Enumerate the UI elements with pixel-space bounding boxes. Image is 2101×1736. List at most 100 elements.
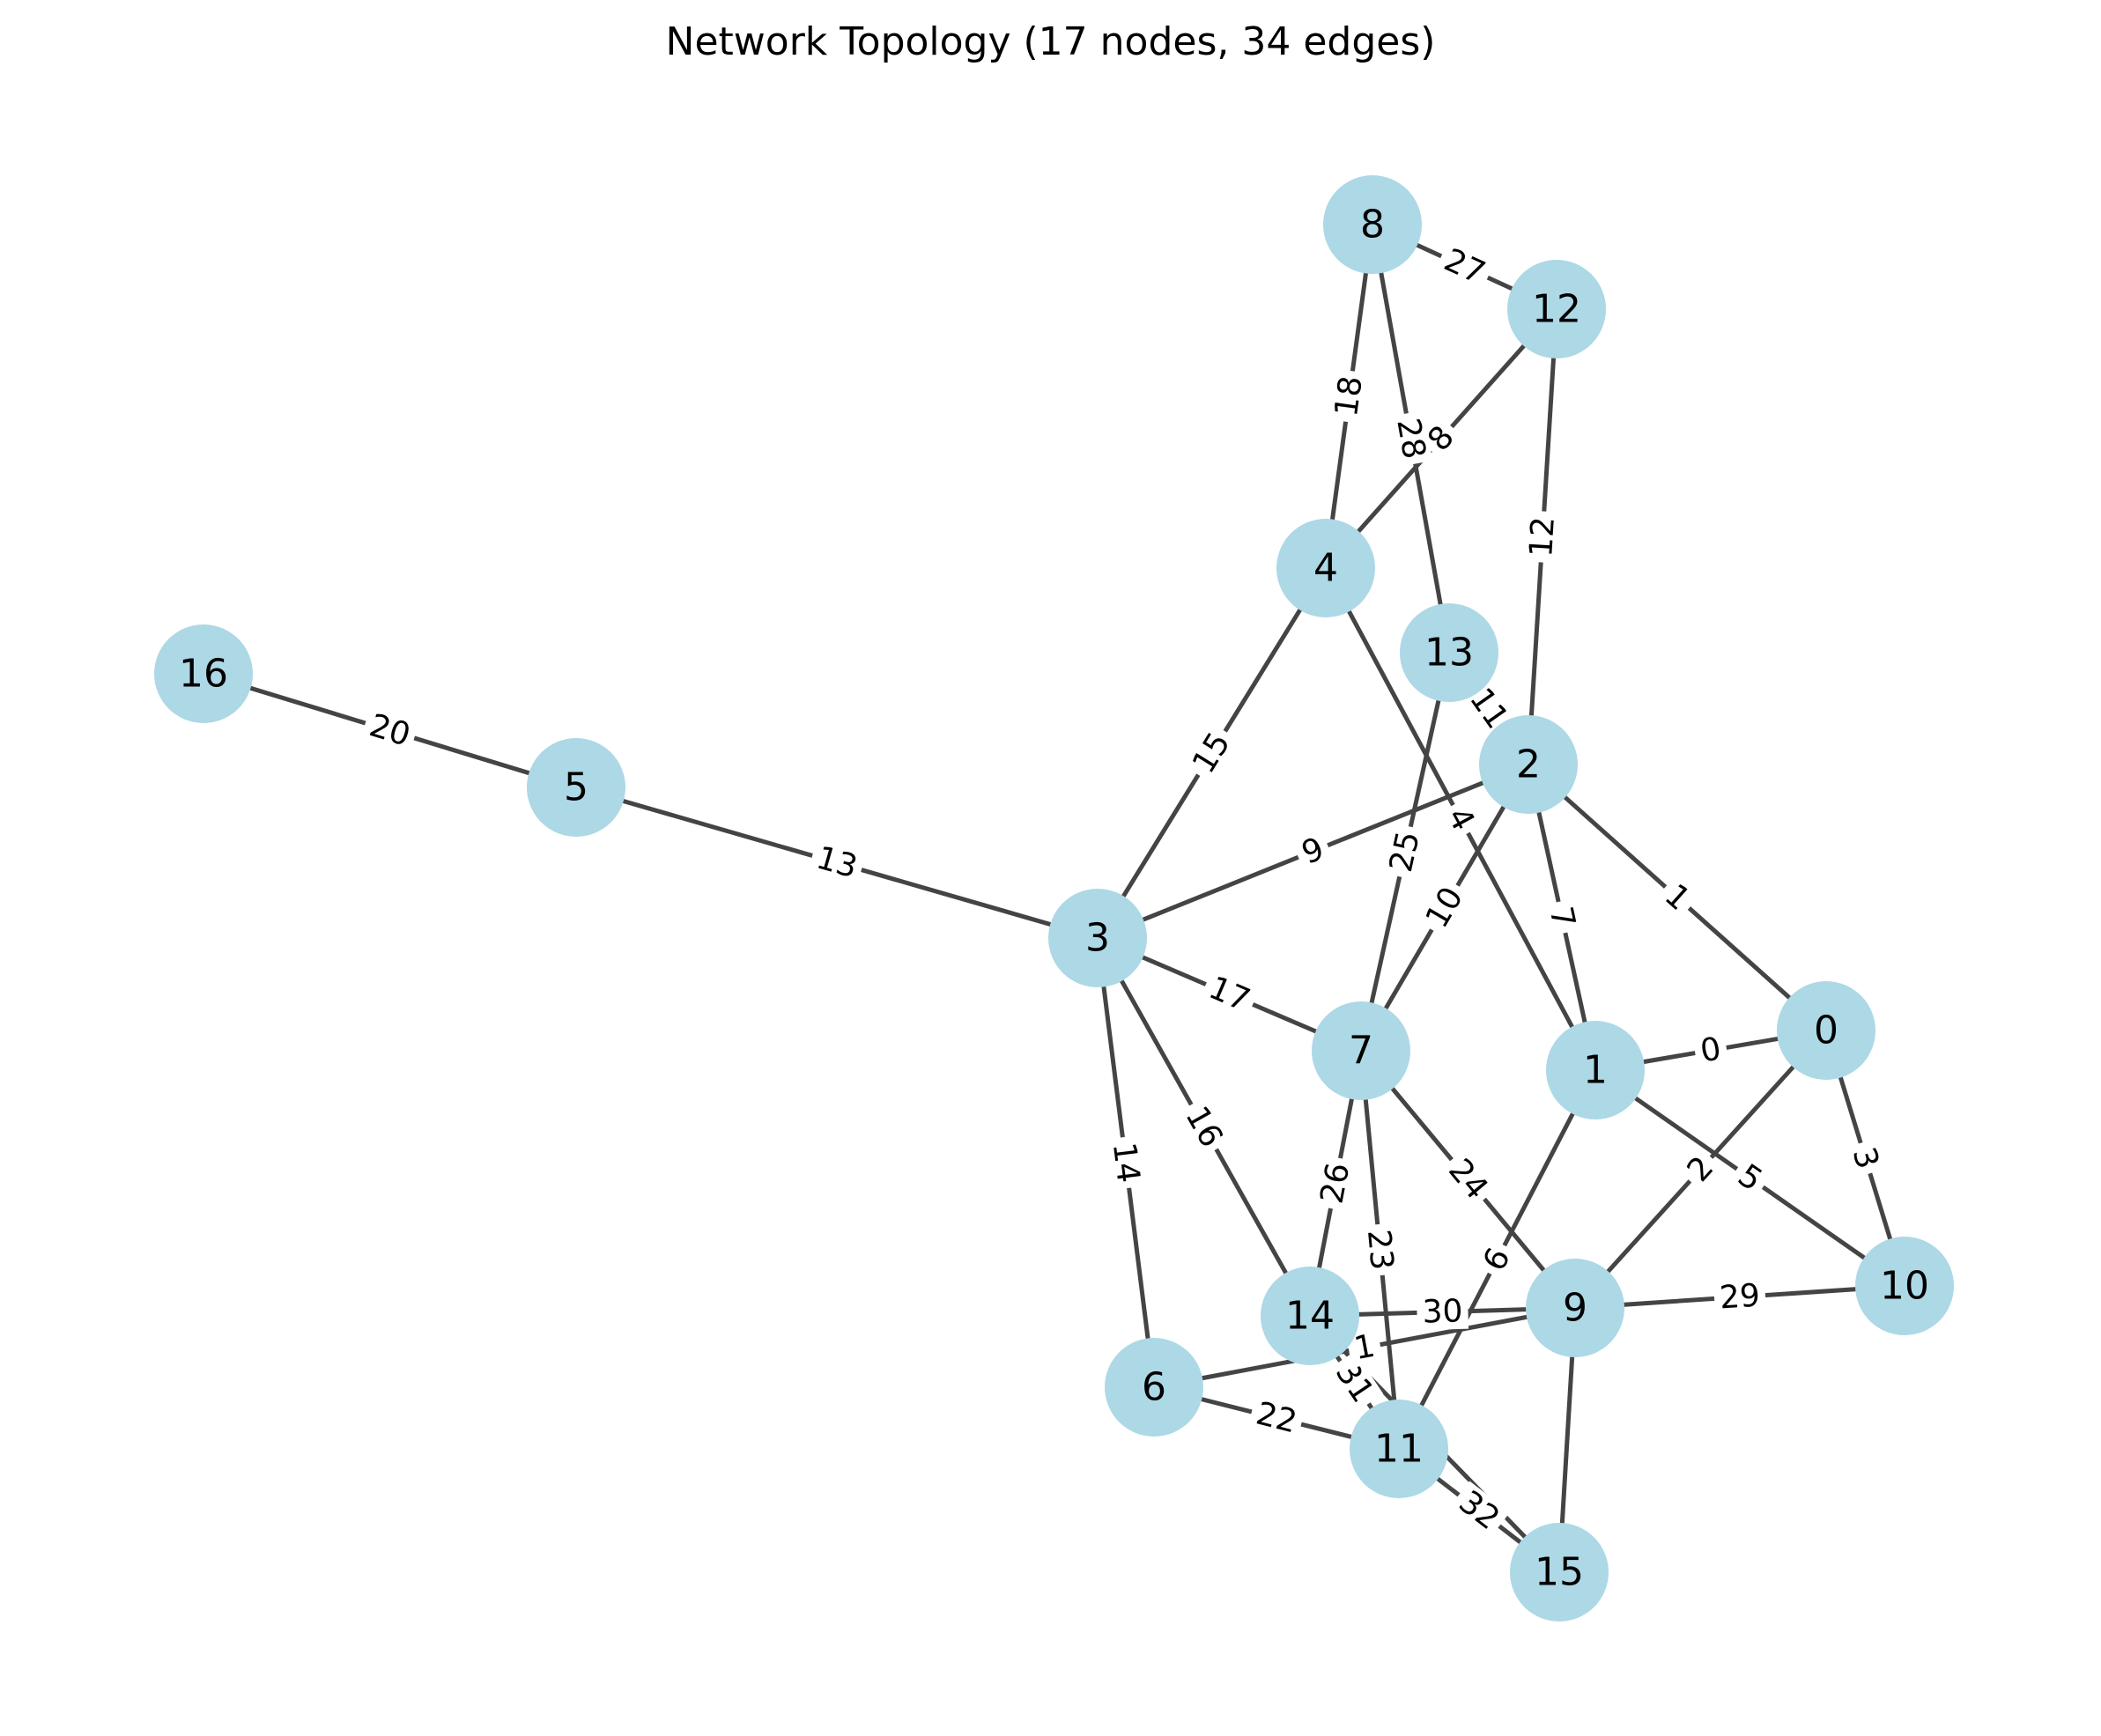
- edge-label-group: 20: [359, 705, 420, 756]
- edge-label-background: [1291, 829, 1335, 874]
- node-circle: [1105, 1338, 1203, 1437]
- edge-label-background: [1345, 1327, 1384, 1368]
- edge-label-background: [1328, 368, 1371, 425]
- node-circle: [1507, 260, 1606, 358]
- node-label: 5: [564, 765, 588, 810]
- edge-label-group: 15: [1183, 721, 1240, 785]
- node-circle: [1323, 175, 1422, 274]
- edge-label: 30: [1422, 1293, 1463, 1330]
- edge-label: 22: [1253, 1396, 1300, 1441]
- edge-label-group: 6: [1474, 1237, 1520, 1282]
- edge-label-background: [1844, 1137, 1887, 1179]
- node-circle: [1261, 1267, 1359, 1365]
- edge-label-background: [1713, 1277, 1767, 1317]
- node-label: 11: [1374, 1427, 1424, 1472]
- diagram-title: Network Topology (17 nodes, 34 edges): [665, 19, 1436, 64]
- edge-label-group: 23: [1359, 1223, 1401, 1277]
- node-circle: [1312, 1001, 1410, 1100]
- node-circle: [1546, 1021, 1645, 1119]
- node-1: 1: [1546, 1021, 1645, 1119]
- node-circle: [1510, 1523, 1609, 1621]
- node-circle: [527, 738, 625, 837]
- edge-label-group: 7: [1541, 898, 1583, 937]
- node-label: 8: [1360, 203, 1385, 247]
- node-circle: [1350, 1400, 1448, 1498]
- edge-labels-layer: 012 3456789101112131415161718202223242526…: [359, 240, 1887, 1540]
- node-circle: [1048, 889, 1147, 987]
- edge-label-group: 22: [1247, 1394, 1306, 1442]
- edge-label-background: [1175, 1096, 1232, 1158]
- edge-label-background: [1359, 1223, 1401, 1277]
- edge-label-background: [1313, 1155, 1358, 1212]
- edge-label-group: 17: [1198, 968, 1261, 1021]
- node-circle: [1526, 1259, 1624, 1357]
- edge-label: 32: [1452, 1484, 1505, 1537]
- node-label: 6: [1142, 1365, 1166, 1410]
- edge-label-group: 10: [1417, 876, 1473, 939]
- node-label: 4: [1313, 546, 1338, 591]
- edge-label-group: 32: [1447, 1481, 1511, 1540]
- edge-label-group: 13: [807, 838, 867, 887]
- edge-label-background: [1105, 1134, 1147, 1191]
- edge-label-group: 25: [1382, 823, 1428, 881]
- edge-label-group: 28: [1388, 410, 1433, 468]
- edge-label-background: [1437, 796, 1484, 842]
- node-2: 2: [1479, 715, 1578, 814]
- edge-label-group: 27: [1433, 240, 1496, 294]
- edge-label: 26: [1314, 1160, 1358, 1207]
- edge-label-background: [1198, 968, 1261, 1021]
- edge-label: 18: [1328, 374, 1370, 419]
- node-label: 13: [1424, 631, 1474, 676]
- edges-layer: [201, 222, 1907, 1575]
- node-11: 11: [1350, 1400, 1448, 1498]
- edge-label-background: [1388, 410, 1433, 468]
- edge-label-background: [1438, 1148, 1498, 1211]
- edge-label-group: 1: [1345, 1327, 1384, 1368]
- edge-label: 23: [1360, 1228, 1400, 1271]
- node-label: 2: [1516, 742, 1541, 787]
- node-0: 0: [1777, 981, 1875, 1080]
- edge-label-background: [359, 705, 420, 756]
- edge-label-group: 9: [1291, 829, 1335, 874]
- node-circle: [1777, 981, 1875, 1080]
- edge-label-group: 24: [1438, 1148, 1498, 1211]
- node-10: 10: [1855, 1237, 1954, 1335]
- node-4: 4: [1276, 519, 1375, 617]
- node-5: 5: [527, 738, 625, 837]
- node-circle: [1276, 519, 1375, 617]
- node-9: 9: [1526, 1259, 1624, 1357]
- edge-label-background: [1325, 1351, 1384, 1414]
- edge-label-group: 16: [1175, 1096, 1232, 1158]
- node-12: 12: [1507, 260, 1606, 358]
- edge-label-group: 0: [1691, 1030, 1730, 1071]
- edge-label-background: [1382, 823, 1428, 881]
- edge-label-group: 18: [1328, 368, 1371, 425]
- node-label: 7: [1349, 1029, 1373, 1074]
- edge-label-background: [1183, 721, 1240, 785]
- node-label: 14: [1285, 1294, 1335, 1339]
- edge-label-background: [1433, 240, 1496, 294]
- node-14: 14: [1261, 1267, 1359, 1365]
- node-label: 10: [1880, 1264, 1929, 1309]
- node-16: 16: [154, 624, 253, 723]
- edge-label: 28: [1389, 416, 1431, 462]
- edge-label-group: 14: [1105, 1134, 1147, 1191]
- edge-label-background: [1416, 1293, 1469, 1331]
- edge-label-background: [1691, 1030, 1730, 1071]
- edge-label-background: [1676, 1145, 1725, 1193]
- node-label: 12: [1532, 287, 1581, 332]
- edge-label: 25: [1383, 828, 1427, 875]
- edge-label-background: [1247, 1394, 1306, 1442]
- node-circle: [1479, 715, 1578, 814]
- node-13: 13: [1400, 603, 1498, 702]
- edge-label: 14: [1106, 1141, 1146, 1186]
- edge-label-background: [1727, 1154, 1773, 1202]
- node-8: 8: [1323, 175, 1422, 274]
- edge-label-group: 26: [1313, 1155, 1358, 1212]
- node-6: 6: [1105, 1338, 1203, 1437]
- node-label: 0: [1814, 1008, 1838, 1053]
- node-label: 15: [1535, 1550, 1584, 1595]
- node-7: 7: [1312, 1001, 1410, 1100]
- edge-label-group: 5: [1727, 1154, 1773, 1202]
